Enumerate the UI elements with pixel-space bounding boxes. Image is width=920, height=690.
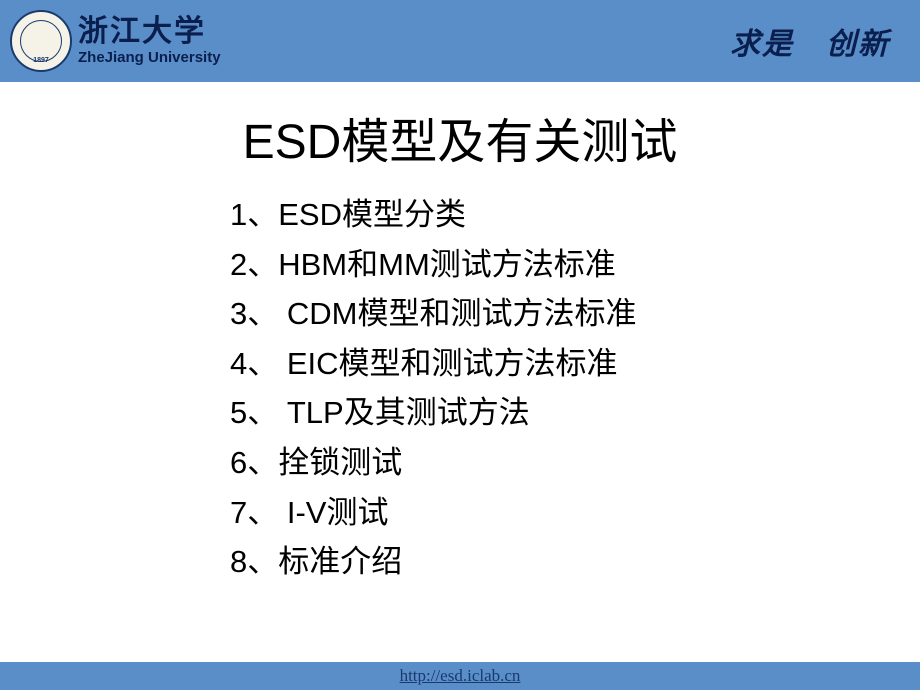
list-item: 3、 CDM模型和测试方法标准 (230, 289, 920, 339)
list-item: 6、拴锁测试 (230, 438, 920, 488)
slide-content: ESD模型及有关测试 1、ESD模型分类 2、HBM和MM测试方法标准 3、 C… (0, 82, 920, 587)
slide-title: ESD模型及有关测试 (0, 102, 920, 172)
university-name-block: 浙江大学 ZheJiang University (78, 17, 221, 66)
list-item: 2、HBM和MM测试方法标准 (230, 240, 920, 290)
university-name-en: ZheJiang University (78, 49, 221, 66)
list-item: 5、 TLP及其测试方法 (230, 388, 920, 438)
list-item: 4、 EIC模型和测试方法标准 (230, 339, 920, 389)
logo-area: 1897 浙江大学 ZheJiang University (10, 10, 221, 72)
university-name-cn: 浙江大学 (78, 17, 221, 47)
seal-text: 1897 (33, 57, 49, 64)
university-seal: 1897 (10, 10, 72, 72)
university-motto: 求是 创新 (730, 19, 890, 63)
outline-list: 1、ESD模型分类 2、HBM和MM测试方法标准 3、 CDM模型和测试方法标准… (0, 190, 920, 587)
list-item: 1、ESD模型分类 (230, 190, 920, 240)
slide-header: 1897 浙江大学 ZheJiang University 求是 创新 (0, 0, 920, 82)
list-item: 7、 I-V测试 (230, 488, 920, 538)
list-item: 8、标准介绍 (230, 537, 920, 587)
footer-link[interactable]: http://esd.iclab.cn (400, 666, 521, 686)
slide-footer: http://esd.iclab.cn (0, 662, 920, 690)
